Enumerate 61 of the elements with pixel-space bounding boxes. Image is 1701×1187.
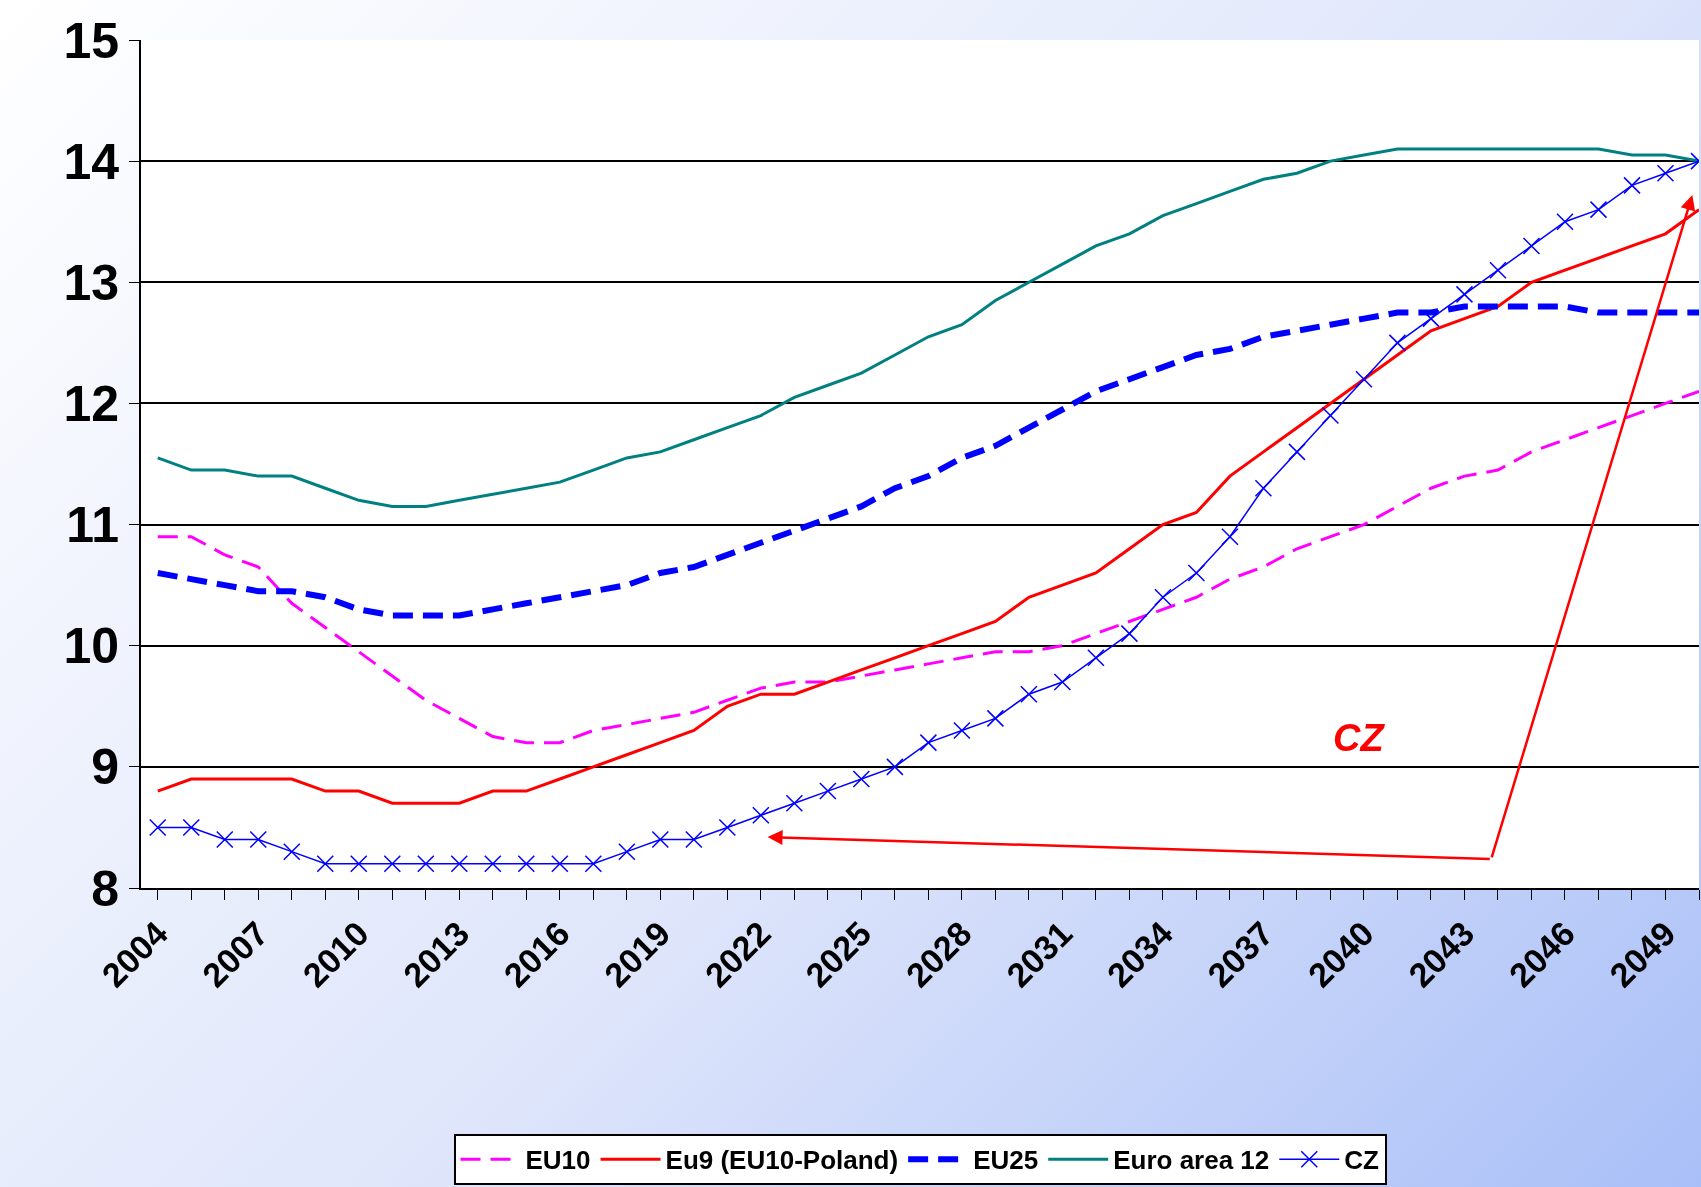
point (1221, 527, 1239, 546)
annotation: CZ (1333, 717, 1386, 759)
point (249, 830, 268, 849)
point (383, 855, 402, 873)
point (651, 830, 670, 849)
legend-label: EU25 (973, 1145, 1039, 1176)
point (886, 758, 904, 776)
point (350, 855, 368, 873)
point (986, 709, 1005, 728)
point (417, 855, 435, 873)
point (752, 806, 770, 825)
point (1020, 685, 1038, 703)
point (785, 794, 804, 812)
point (149, 818, 167, 837)
point (1321, 406, 1340, 425)
point (1455, 285, 1474, 304)
legend-label: Euro area 12 (1113, 1145, 1270, 1176)
point (919, 733, 938, 752)
legend-label: CZ (1344, 1145, 1380, 1176)
point (1422, 309, 1440, 328)
point (1522, 237, 1541, 255)
point (718, 818, 737, 837)
point (618, 842, 636, 861)
legend-label: Eu9 (EU10-Poland) (665, 1145, 899, 1176)
y-tick-label: 14 (63, 133, 120, 190)
point (1087, 649, 1105, 667)
point (1589, 200, 1608, 219)
y-tick-label: 8 (91, 860, 119, 917)
point (1623, 176, 1641, 195)
point (1355, 370, 1373, 388)
point (819, 782, 837, 800)
y-tick-label: 11 (66, 497, 119, 554)
point (1053, 673, 1072, 691)
point (1489, 261, 1507, 279)
point (1556, 212, 1574, 231)
point (1120, 624, 1139, 643)
point (182, 818, 201, 837)
point (1288, 443, 1306, 461)
point (1656, 164, 1675, 183)
y-tick-label: 10 (63, 618, 119, 675)
point (1254, 479, 1273, 497)
point (1388, 334, 1407, 352)
line-series (156, 147, 1699, 508)
point (316, 855, 335, 873)
point (584, 855, 603, 873)
y-tick-label: 12 (63, 375, 119, 432)
point (551, 855, 569, 873)
y-tick-label: 13 (63, 254, 119, 311)
point (450, 855, 469, 873)
legend-label: EU10 (525, 1145, 591, 1176)
point (852, 770, 871, 788)
y-tick-label: 9 (91, 739, 119, 796)
point (517, 855, 536, 873)
point (283, 842, 301, 861)
point (685, 830, 703, 849)
point (1187, 564, 1206, 582)
point (1154, 588, 1172, 607)
y-tick-label: 15 (63, 12, 119, 69)
point (484, 855, 502, 873)
point (953, 721, 971, 740)
point (216, 830, 234, 849)
